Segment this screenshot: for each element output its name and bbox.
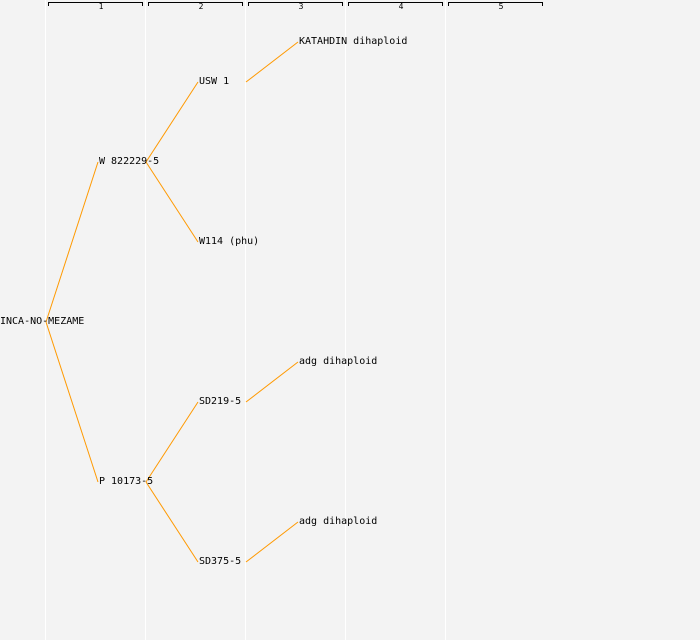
link-pfather-usw1: [145, 81, 199, 163]
generation-bracket-3: [248, 2, 343, 6]
link-pfather-w114: [145, 161, 199, 243]
link-pmother-sd219: [145, 401, 199, 483]
link-sd219-adg: [245, 361, 299, 403]
column-divider: [445, 0, 446, 640]
generation-bracket-5: [448, 2, 543, 6]
generation-label: 1: [98, 2, 104, 11]
node-great-grandparent[interactable]: adg dihaploid: [299, 356, 378, 367]
link-pmother-sd375: [145, 481, 199, 563]
generation-label: 5: [498, 2, 504, 11]
node-maternal-grandfather[interactable]: SD219-5: [199, 396, 242, 407]
generation-brackets: [48, 2, 543, 6]
generation-bracket-2: [148, 2, 243, 6]
link-usw1-katahdin: [245, 41, 299, 83]
link-root-mother: [45, 321, 99, 483]
column-divider: [45, 0, 46, 640]
node-great-grandparent[interactable]: KATAHDIN dihaploid: [299, 36, 408, 47]
node-maternal-grandmother[interactable]: SD375-5: [199, 556, 242, 567]
column-divider: [245, 0, 246, 640]
node-great-grandparent[interactable]: adg dihaploid: [299, 516, 378, 527]
column-divider: [145, 0, 146, 640]
generation-label: 2: [198, 2, 204, 11]
generation-label: 4: [398, 2, 404, 11]
generation-bracket-1: [48, 2, 143, 6]
node-paternal-grandfather[interactable]: USW 1: [199, 76, 230, 87]
node-father[interactable]: W 822229-5: [99, 156, 160, 167]
node-root[interactable]: INCA-NO-MEZAME: [0, 316, 85, 327]
generation-label: 3: [298, 2, 304, 11]
node-paternal-grandmother[interactable]: W114 (phu): [199, 236, 260, 247]
link-root-father: [45, 161, 99, 323]
generation-bracket-4: [348, 2, 443, 6]
column-divider: [345, 0, 346, 640]
node-mother[interactable]: P 10173-5: [99, 476, 154, 487]
link-sd375-adg: [245, 521, 299, 563]
